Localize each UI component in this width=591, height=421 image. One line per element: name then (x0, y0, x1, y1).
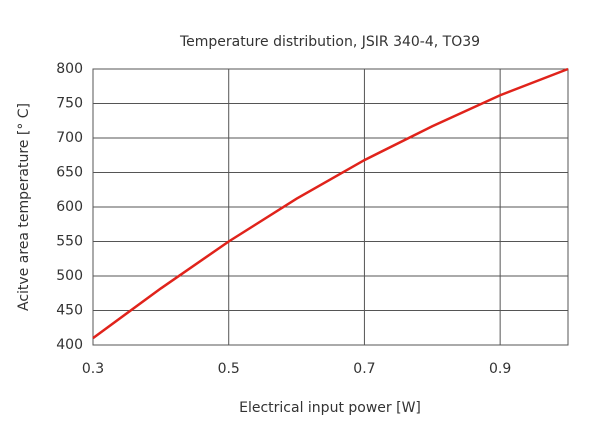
y-axis-label: Acitve area temperature [° C] (16, 103, 32, 311)
x-tick-label: 0.9 (489, 361, 511, 377)
y-tick-label: 750 (56, 96, 83, 112)
x-tick-label: 0.3 (82, 361, 104, 377)
chart-title: Temperature distribution, JSIR 340-4, TO… (179, 34, 480, 50)
y-tick-label: 450 (56, 303, 83, 319)
y-tick-label: 400 (56, 337, 83, 353)
y-tick-label: 800 (56, 61, 83, 77)
y-tick-label: 650 (56, 165, 83, 181)
x-axis-label: Electrical input power [W] (239, 400, 421, 416)
y-tick-label: 700 (56, 130, 83, 146)
y-tick-label: 600 (56, 199, 83, 215)
y-tick-label: 550 (56, 234, 83, 250)
data-line (92, 67, 569, 340)
x-tick-label: 0.5 (218, 361, 240, 377)
x-tick-label: 0.7 (353, 361, 375, 377)
y-tick-label: 500 (56, 268, 83, 284)
